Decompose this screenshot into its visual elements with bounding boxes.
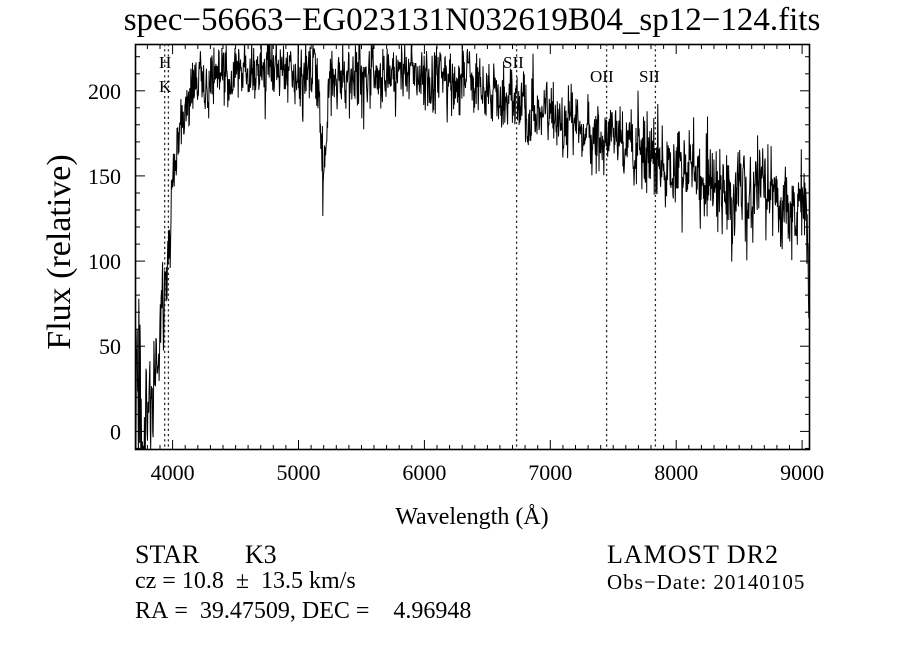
svg-text:Wavelength (Å): Wavelength (Å) xyxy=(395,504,548,530)
svg-text:200: 200 xyxy=(88,79,121,104)
svg-text:9000: 9000 xyxy=(780,460,824,485)
svg-text:OII: OII xyxy=(590,67,614,86)
svg-text:8000: 8000 xyxy=(654,460,698,485)
svg-text:0: 0 xyxy=(110,419,121,444)
svg-text:K: K xyxy=(159,77,172,96)
svg-text:7000: 7000 xyxy=(528,460,572,485)
svg-text:150: 150 xyxy=(88,164,121,189)
svg-text:H: H xyxy=(159,53,171,72)
svg-text:50: 50 xyxy=(99,334,121,359)
svg-text:4000: 4000 xyxy=(151,460,195,485)
svg-text:Flux (relative): Flux (relative) xyxy=(41,154,78,349)
svg-text:6000: 6000 xyxy=(402,460,446,485)
svg-text:100: 100 xyxy=(88,249,121,274)
svg-text:SII: SII xyxy=(503,53,524,72)
svg-text:SII: SII xyxy=(639,67,660,86)
svg-text:5000: 5000 xyxy=(277,460,321,485)
